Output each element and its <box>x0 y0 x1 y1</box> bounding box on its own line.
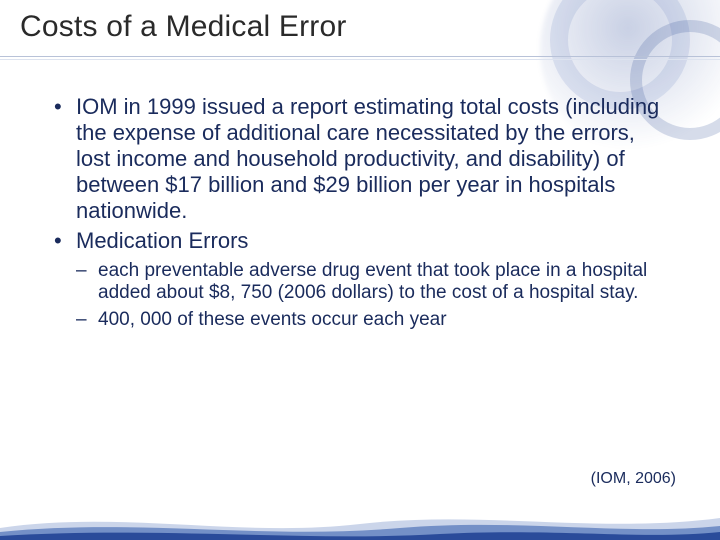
sub-bullet-item: 400, 000 of these events occur each year <box>76 309 670 331</box>
bullet-text: Medication Errors <box>76 228 248 253</box>
sub-bullet-list: each preventable adverse drug event that… <box>76 260 670 331</box>
wave-graphic <box>0 500 720 540</box>
bullet-item: IOM in 1999 issued a report estimating t… <box>54 94 670 224</box>
sub-bullet-text: each preventable adverse drug event that… <box>98 260 647 303</box>
title-bar: Costs of a Medical Error <box>0 0 720 60</box>
citation: (IOM, 2006) <box>591 470 676 488</box>
slide-body: IOM in 1999 issued a report estimating t… <box>0 60 720 331</box>
bottom-decoration <box>0 500 720 540</box>
slide-title: Costs of a Medical Error <box>20 10 700 44</box>
bullet-list: IOM in 1999 issued a report estimating t… <box>54 94 670 331</box>
sub-bullet-text: 400, 000 of these events occur each year <box>98 309 447 330</box>
bullet-text: IOM in 1999 issued a report estimating t… <box>76 94 659 223</box>
sub-bullet-item: each preventable adverse drug event that… <box>76 260 670 305</box>
bullet-item: Medication Errors each preventable adver… <box>54 228 670 331</box>
